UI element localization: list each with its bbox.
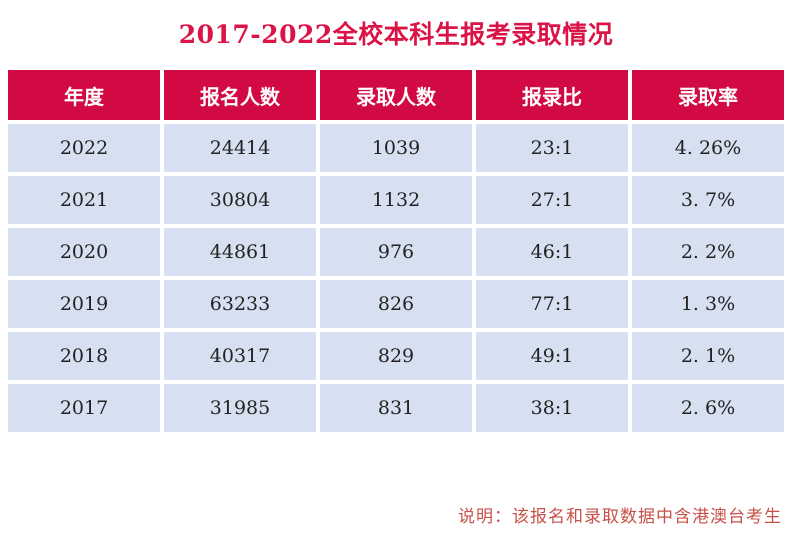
table-row: 2021 30804 1132 27:1 3. 7%	[8, 176, 784, 224]
table-cell: 49:1	[476, 332, 628, 380]
table-cell: 4. 26%	[632, 124, 784, 172]
table-cell: 63233	[164, 280, 316, 328]
table-cell: 30804	[164, 176, 316, 224]
table-cell: 2019	[8, 280, 160, 328]
table-row: 2018 40317 829 49:1 2. 1%	[8, 332, 784, 380]
column-header: 报录比	[476, 70, 628, 120]
table-cell: 1. 3%	[632, 280, 784, 328]
admissions-table: 年度 报名人数 录取人数 报录比 录取率 2022 24414 1039 23:1 4. 26%…	[8, 70, 784, 432]
table-cell: 24414	[164, 124, 316, 172]
table-cell: 31985	[164, 384, 316, 432]
table-header-row: 年度 报名人数 录取人数 报录比 录取率	[8, 70, 784, 120]
table-cell: 38:1	[476, 384, 628, 432]
column-header: 录取人数	[320, 70, 472, 120]
table-cell: 2018	[8, 332, 160, 380]
table-cell: 46:1	[476, 228, 628, 276]
table-cell: 2. 6%	[632, 384, 784, 432]
table-cell: 2. 2%	[632, 228, 784, 276]
table-cell: 3. 7%	[632, 176, 784, 224]
table-row: 2022 24414 1039 23:1 4. 26%	[8, 124, 784, 172]
table-cell: 1132	[320, 176, 472, 224]
footer-note: 说明：该报名和录取数据中含港澳台考生	[458, 507, 782, 527]
table-cell: 77:1	[476, 280, 628, 328]
table-cell: 27:1	[476, 176, 628, 224]
table-cell: 23:1	[476, 124, 628, 172]
table-cell: 831	[320, 384, 472, 432]
table-cell: 2. 1%	[632, 332, 784, 380]
table-cell: 40317	[164, 332, 316, 380]
table-cell: 44861	[164, 228, 316, 276]
table-cell: 1039	[320, 124, 472, 172]
table-cell: 976	[320, 228, 472, 276]
column-header: 报名人数	[164, 70, 316, 120]
page-title: 2017-2022全校本科生报考录取情况	[178, 20, 614, 49]
table-cell: 2022	[8, 124, 160, 172]
table-row: 2020 44861 976 46:1 2. 2%	[8, 228, 784, 276]
column-header: 年度	[8, 70, 160, 120]
table-cell: 829	[320, 332, 472, 380]
table-cell: 2017	[8, 384, 160, 432]
table-cell: 2021	[8, 176, 160, 224]
table-cell: 2020	[8, 228, 160, 276]
table-body: 2022 24414 1039 23:1 4. 26% 2021 30804 1132 27:1…	[8, 124, 784, 432]
column-header: 录取率	[632, 70, 784, 120]
table-cell: 826	[320, 280, 472, 328]
table-row: 2017 31985 831 38:1 2. 6%	[8, 384, 784, 432]
table-row: 2019 63233 826 77:1 1. 3%	[8, 280, 784, 328]
